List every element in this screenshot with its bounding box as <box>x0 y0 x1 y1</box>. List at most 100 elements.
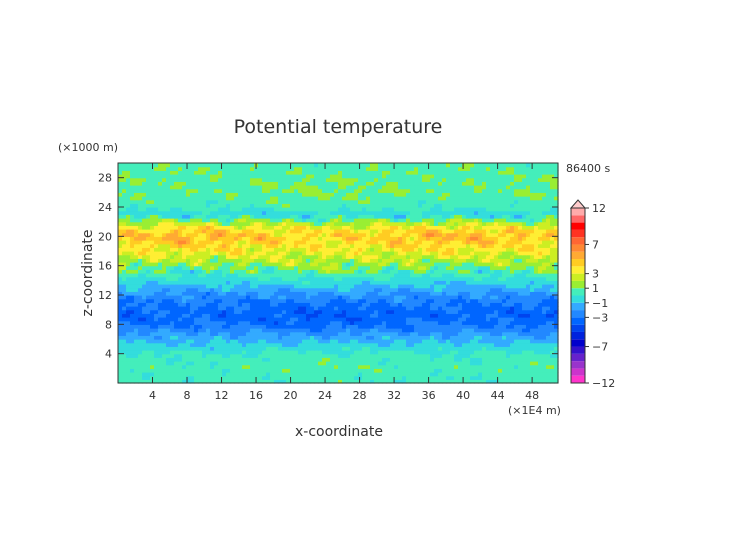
heatmap-cell <box>330 273 335 278</box>
heatmap-cell <box>182 229 187 234</box>
heatmap-cell <box>394 364 399 369</box>
heatmap-cell <box>286 350 291 355</box>
heatmap-cell <box>538 313 543 318</box>
heatmap-cell <box>514 265 519 270</box>
heatmap-cell <box>142 236 147 241</box>
heatmap-cell <box>474 353 479 358</box>
heatmap-cell <box>434 287 439 292</box>
heatmap-cell <box>470 372 475 377</box>
heatmap-cell <box>362 317 367 322</box>
heatmap-cell <box>554 364 559 369</box>
heatmap-cell <box>550 306 555 311</box>
heatmap-cell <box>326 339 331 344</box>
heatmap-cell <box>438 265 443 270</box>
heatmap-cell <box>326 302 331 307</box>
heatmap-cell <box>454 339 459 344</box>
heatmap-cell <box>510 298 515 303</box>
heatmap-cell <box>534 247 539 252</box>
heatmap-cell <box>122 258 127 263</box>
heatmap-cell <box>294 291 299 296</box>
heatmap-cell <box>490 276 495 281</box>
heatmap-cell <box>494 313 499 318</box>
heatmap-cell <box>214 214 219 219</box>
heatmap-cell <box>482 225 487 230</box>
heatmap-cell <box>238 342 243 347</box>
heatmap-cell <box>154 232 159 237</box>
heatmap-cell <box>446 258 451 263</box>
heatmap-cell <box>498 361 503 366</box>
heatmap-cell <box>138 328 143 333</box>
heatmap-cell <box>482 240 487 245</box>
heatmap-cell <box>322 273 327 278</box>
heatmap-cell <box>474 357 479 362</box>
heatmap-cell <box>122 331 127 336</box>
heatmap-cell <box>298 339 303 344</box>
heatmap-cell <box>494 375 499 380</box>
heatmap-cell <box>442 243 447 248</box>
heatmap-cell <box>202 214 207 219</box>
heatmap-cell <box>126 331 131 336</box>
heatmap-cell <box>454 269 459 274</box>
heatmap-cell <box>158 284 163 289</box>
heatmap-cell <box>434 313 439 318</box>
heatmap-cell <box>118 298 123 303</box>
heatmap-cell <box>338 357 343 362</box>
heatmap-cell <box>542 284 547 289</box>
heatmap-cell <box>366 218 371 223</box>
heatmap-cell <box>430 346 435 351</box>
heatmap-cell <box>170 346 175 351</box>
heatmap-cell <box>438 295 443 300</box>
heatmap-cell <box>458 284 463 289</box>
heatmap-cell <box>194 313 199 318</box>
heatmap-cell <box>342 284 347 289</box>
heatmap-cell <box>278 298 283 303</box>
heatmap-cell <box>266 298 271 303</box>
heatmap-cell <box>334 269 339 274</box>
heatmap-cell <box>466 350 471 355</box>
heatmap-cell <box>322 324 327 329</box>
heatmap-cell <box>178 269 183 274</box>
heatmap-cell <box>302 372 307 377</box>
heatmap-cell <box>234 364 239 369</box>
heatmap-cell <box>422 243 427 248</box>
heatmap-cell <box>118 291 123 296</box>
heatmap-cell <box>334 276 339 281</box>
heatmap-cell <box>470 306 475 311</box>
heatmap-cell <box>282 317 287 322</box>
heatmap-cell <box>518 353 523 358</box>
heatmap-cell <box>286 331 291 336</box>
heatmap-cell <box>538 309 543 314</box>
heatmap-cell <box>258 247 263 252</box>
heatmap-cell <box>278 361 283 366</box>
heatmap-cell <box>314 361 319 366</box>
heatmap-cell <box>206 313 211 318</box>
heatmap-cell <box>190 375 195 380</box>
heatmap-cell <box>434 240 439 245</box>
heatmap-cell <box>466 302 471 307</box>
heatmap-cell <box>258 218 263 223</box>
heatmap-cell <box>510 357 515 362</box>
heatmap-cell <box>466 368 471 373</box>
heatmap-cell <box>298 276 303 281</box>
heatmap-cell <box>262 276 267 281</box>
heatmap-cell <box>294 302 299 307</box>
heatmap-cell <box>542 324 547 329</box>
heatmap-cell <box>122 353 127 358</box>
heatmap-cell <box>122 298 127 303</box>
heatmap-cell <box>534 258 539 263</box>
heatmap-cell <box>206 265 211 270</box>
heatmap-cell <box>258 364 263 369</box>
heatmap-cell <box>422 335 427 340</box>
heatmap-cell <box>162 342 167 347</box>
heatmap-cell <box>130 247 135 252</box>
heatmap-cell <box>462 240 467 245</box>
heatmap-cell <box>518 284 523 289</box>
heatmap-cell <box>166 218 171 223</box>
heatmap-cell <box>402 364 407 369</box>
heatmap-cell <box>550 353 555 358</box>
heatmap-cell <box>258 306 263 311</box>
heatmap-cell <box>142 218 147 223</box>
heatmap-cell <box>430 364 435 369</box>
heatmap-cell <box>406 295 411 300</box>
heatmap-cell <box>422 218 427 223</box>
